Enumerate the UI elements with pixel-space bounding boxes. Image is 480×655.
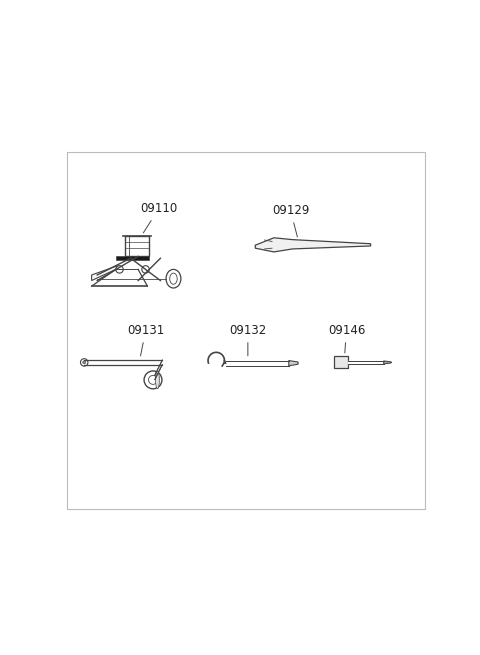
Ellipse shape <box>170 273 177 284</box>
Circle shape <box>142 266 149 273</box>
Polygon shape <box>92 266 118 280</box>
Polygon shape <box>255 238 371 252</box>
Circle shape <box>83 361 85 364</box>
Ellipse shape <box>166 269 181 288</box>
Ellipse shape <box>148 375 157 384</box>
Circle shape <box>116 266 123 273</box>
Text: 09110: 09110 <box>140 202 177 233</box>
Polygon shape <box>155 360 162 379</box>
Text: 09132: 09132 <box>229 324 266 356</box>
Text: 09129: 09129 <box>272 204 309 237</box>
Text: 09131: 09131 <box>127 324 164 356</box>
Circle shape <box>81 359 88 366</box>
Polygon shape <box>289 360 298 365</box>
Bar <box>125 236 149 256</box>
Polygon shape <box>384 361 392 364</box>
Polygon shape <box>116 256 149 260</box>
Text: 09146: 09146 <box>328 324 365 353</box>
Bar <box>334 356 348 368</box>
Ellipse shape <box>156 371 159 389</box>
Ellipse shape <box>144 371 162 389</box>
